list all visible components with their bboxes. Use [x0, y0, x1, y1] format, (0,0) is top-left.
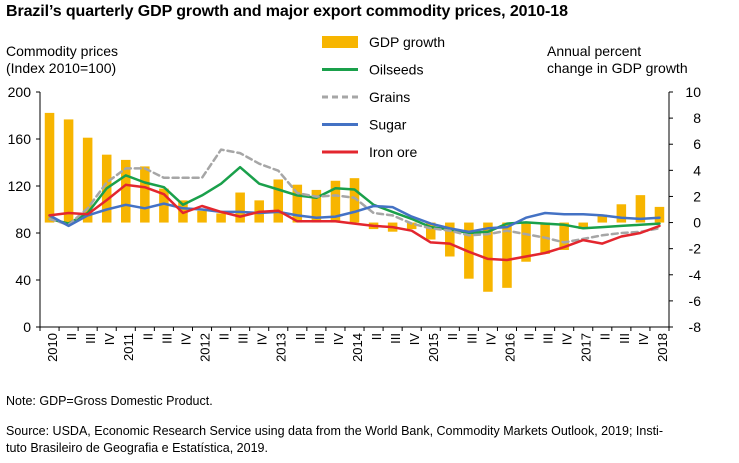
legend-label-oilseeds: Oilseeds: [369, 62, 423, 78]
source-line-2: tuto Brasileiro de Geografia e Estatísti…: [6, 441, 268, 455]
x-tick-label: III: [312, 333, 327, 344]
x-tick-label: III: [617, 333, 632, 344]
right-tick-label: 6: [693, 136, 701, 152]
oilseeds-line: [48, 165, 661, 235]
right-axis-title-line1: Annual percent: [547, 43, 642, 59]
gdp-growth-bar: [82, 137, 93, 223]
sugar-line: [48, 202, 661, 234]
x-tick-label: II: [369, 333, 384, 340]
gdp-growth-bar: [654, 206, 665, 223]
gdp-growth-bar: [159, 188, 169, 223]
gdp-growth-bar: [635, 195, 646, 223]
x-tick-label: 2012: [197, 333, 212, 362]
right-tick-label: -4: [689, 267, 702, 283]
gdp-growth-bar: [349, 178, 360, 223]
gdp-growth-bar: [502, 222, 512, 288]
x-tick-label: 2018: [655, 333, 670, 362]
gdp-growth-bar: [330, 180, 341, 223]
x-tick-label: II: [445, 333, 460, 340]
right-axis-title-line2: change in GDP growth: [547, 60, 688, 76]
legend-swatch-gdp-growth: [322, 36, 358, 48]
legend-label-grains: Grains: [369, 89, 410, 105]
x-tick-label: IV: [483, 333, 498, 346]
x-tick-label: IV: [178, 333, 193, 346]
legend-label-gdp-growth: GDP growth: [369, 34, 445, 50]
left-tick-label: 0: [23, 319, 31, 335]
left-axis-title: Commodity prices (Index 2010=100): [6, 43, 118, 77]
right-tick-label: -6: [689, 293, 702, 309]
right-tick-label: -2: [689, 241, 702, 257]
x-tick-label: II: [140, 333, 155, 340]
left-tick-label: 120: [8, 178, 32, 194]
gdp-growth-bar: [559, 222, 569, 250]
legend-label-sugar: Sugar: [369, 117, 407, 133]
left-tick-label: 80: [15, 225, 31, 241]
right-tick-label: 8: [693, 110, 701, 126]
left-tick-label: 40: [15, 272, 31, 288]
gdp-growth-bar: [597, 214, 608, 223]
x-tick-label: IV: [102, 333, 117, 346]
legend-label-iron-ore: Iron ore: [369, 144, 417, 160]
x-tick-label: III: [541, 333, 556, 344]
x-tick-label: IV: [636, 333, 651, 346]
x-tick-label: 2014: [350, 333, 365, 362]
x-tick-label: 2011: [121, 333, 136, 361]
left-axis-title-line2: (Index 2010=100): [6, 60, 117, 76]
x-tick-label: 2016: [502, 333, 517, 362]
right-tick-label: 0: [693, 215, 701, 231]
note-text: Note: GDP=Gross Domestic Product.: [6, 394, 213, 408]
gdp-growth-bar: [406, 222, 417, 230]
x-tick-label: III: [464, 333, 479, 344]
gdp-growth-bar: [121, 159, 131, 223]
x-tick-label: II: [64, 333, 79, 340]
x-tick-label: IV: [331, 333, 346, 346]
gdp-growth-bar: [425, 222, 436, 240]
gdp-growth-bar: [292, 184, 303, 223]
x-tick-label: 2017: [579, 333, 594, 362]
left-axis-title-line1: Commodity prices: [6, 43, 119, 59]
iron-ore-line: [48, 183, 661, 262]
left-tick-label: 160: [8, 131, 32, 147]
gdp-growth-bar: [216, 213, 226, 223]
x-tick-label: II: [598, 333, 613, 340]
gdp-growth-bar: [578, 222, 588, 230]
x-tick-label: IV: [560, 333, 575, 346]
gdp-growth-bar: [311, 189, 322, 223]
right-tick-label: 4: [693, 162, 701, 178]
x-tick-label: III: [388, 333, 403, 344]
x-tick-label: II: [293, 333, 308, 340]
x-tick-label: III: [159, 333, 174, 344]
gdp-growth-bar: [521, 222, 531, 262]
right-tick-label: 2: [693, 188, 701, 204]
right-axis-title: Annual percent change in GDP growth: [547, 43, 688, 77]
x-tick-label: III: [83, 333, 98, 344]
gdp-growth-bar: [616, 204, 627, 223]
x-tick-label: IV: [407, 333, 422, 346]
gdp-growth-bar: [44, 112, 55, 223]
x-tick-label: II: [217, 333, 232, 340]
gdp-growth-bar: [140, 166, 150, 223]
grains-line: [48, 148, 661, 244]
chart-title: Brazil’s quarterly GDP growth and major …: [6, 3, 568, 20]
x-tick-label: 2013: [274, 333, 289, 362]
gdp-growth-bar: [63, 119, 74, 223]
gdp-growth-bar: [273, 179, 284, 223]
x-tick-label: 2015: [426, 333, 441, 362]
source-line-1: Source: USDA, Economic Research Service …: [6, 424, 663, 438]
gdp-growth-bar: [197, 210, 207, 223]
left-tick-label: 200: [8, 84, 32, 100]
x-tick-label: 2010: [45, 333, 60, 362]
right-tick-label: -8: [689, 319, 702, 335]
right-tick-label: 10: [685, 84, 701, 100]
gdp-growth-bar: [235, 192, 245, 223]
x-tick-label: II: [521, 333, 536, 340]
x-tick-label: III: [236, 333, 251, 344]
x-tick-label: IV: [255, 333, 270, 346]
gdp-growth-bar: [445, 222, 455, 257]
gdp-growth-bar: [483, 222, 493, 292]
